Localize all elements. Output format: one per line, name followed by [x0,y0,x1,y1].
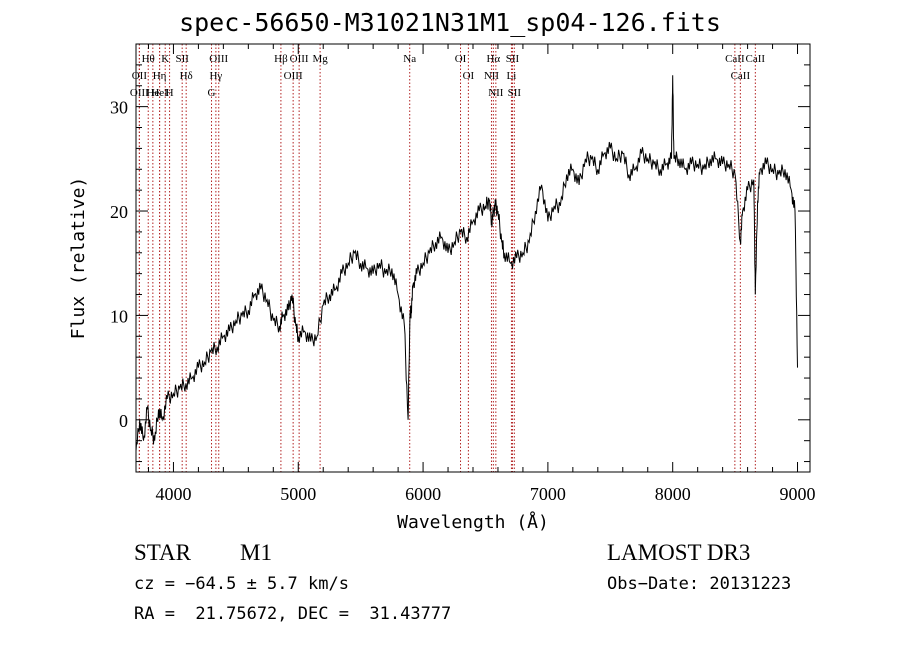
line-label: OII [132,70,148,82]
y-tick-label: 30 [110,98,128,118]
line-label: Hγ [209,70,222,82]
x-axis-label: Wavelength (Å) [397,511,549,533]
line-label: OIII [284,70,303,82]
line-label: OIII [130,87,149,99]
x-tick-label: 4000 [155,484,191,504]
cz-text: cz = −64.5 ± 5.7 km/s [134,574,349,594]
chart-title: spec-56650-M31021N31M1_sp04-126.fits [179,8,721,37]
line-marker-layer [138,44,756,472]
line-label: Hβ [274,53,288,65]
x-tick-label: 7000 [530,484,566,504]
line-label: Hδ [180,70,193,82]
x-tick-label: 8000 [655,484,691,504]
line-label: CaII [725,53,745,65]
obs-date-text: Obs−Date: 20131223 [607,574,792,594]
line-label: K [161,53,169,65]
line-label: G [208,87,216,99]
line-label: Li [507,70,517,82]
line-label: CaII [731,70,751,82]
y-tick-label: 0 [119,411,128,431]
x-tick-label: 6000 [405,484,441,504]
line-label: HeI [151,87,168,99]
survey-label: LAMOST DR3 [607,540,751,565]
line-label-layer: HθOIIOIIIHeHηKHHeISIIHδOIIIHγGHβOIIIOIII… [130,53,766,99]
y-tick-label: 20 [110,202,128,222]
spectrum-line [135,75,798,452]
line-label: Hθ [142,53,155,65]
line-label: Hα [486,53,500,65]
line-label: He [146,87,159,99]
line-label: SII [506,53,520,65]
line-label: Na [403,53,416,65]
line-label: SII [508,87,522,99]
radec-text: RA = 21.75672, DEC = 31.43777 [134,604,452,624]
line-label: OIII [290,53,309,65]
line-label: NII [488,87,504,99]
class-label: STAR [134,540,191,565]
line-label: SII [175,53,189,65]
x-tick-label: 5000 [280,484,316,504]
line-label: H [166,87,174,99]
line-label: OIII [209,53,228,65]
line-label: OI [463,70,475,82]
line-label: Hη [153,70,167,82]
line-label: OI [455,53,467,65]
line-label: Mg [312,53,328,65]
line-label: NII [484,70,500,82]
x-tick-label: 9000 [780,484,816,504]
plot-frame [135,43,811,473]
line-label: CaII [746,53,766,65]
y-axis-label: Flux (relative) [68,177,89,340]
axis-ticks-layer: 4000 5000 6000 7000 8000 9000 0 10 20 30 [110,43,816,504]
y-tick-label: 10 [110,306,128,326]
subclass-label: M1 [240,540,272,565]
